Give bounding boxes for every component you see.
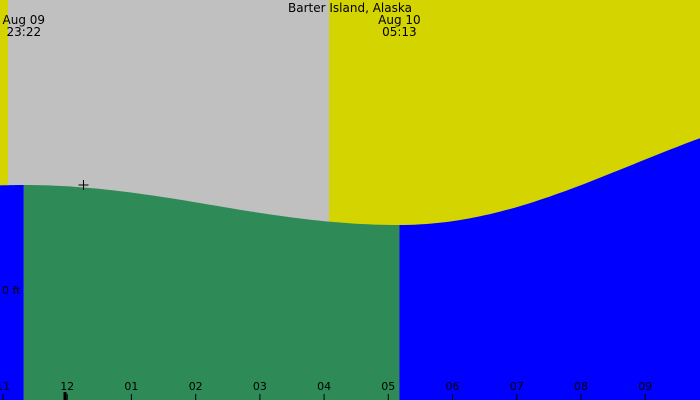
hour-ticks: 1112010203040506070809101112010203040506… <box>0 380 652 400</box>
current-time-marker <box>63 180 89 400</box>
hour-tick-label: 01 <box>124 380 138 393</box>
hour-tick-label: 02 <box>189 380 203 393</box>
rising-tide-area <box>399 138 700 400</box>
hour-tick-label: 11 <box>0 380 10 393</box>
extreme-time-label: 05:13 <box>382 25 417 39</box>
chart-title: Barter Island, Alaska <box>288 1 412 15</box>
tide-areas <box>0 138 700 400</box>
extreme-date-label: Aug 09 <box>3 13 46 27</box>
hour-tick-label: 08 <box>574 380 588 393</box>
extreme-date-label: Aug 10 <box>378 13 421 27</box>
hour-tick-label: 12 <box>60 380 74 393</box>
hour-tick-label: 07 <box>510 380 524 393</box>
now-tick-mark <box>63 392 67 400</box>
falling-tide-area <box>23 185 400 400</box>
zero-ft-label: 0 ft <box>2 284 21 297</box>
hour-tick-label: 06 <box>446 380 460 393</box>
extreme-time-label: 23:22 <box>7 25 42 39</box>
hour-tick-label: 03 <box>253 380 267 393</box>
hour-tick-label: 09 <box>638 380 652 393</box>
rising-tide-area <box>0 185 24 400</box>
hour-tick-label: 04 <box>317 380 331 393</box>
hour-tick-label: 05 <box>381 380 395 393</box>
